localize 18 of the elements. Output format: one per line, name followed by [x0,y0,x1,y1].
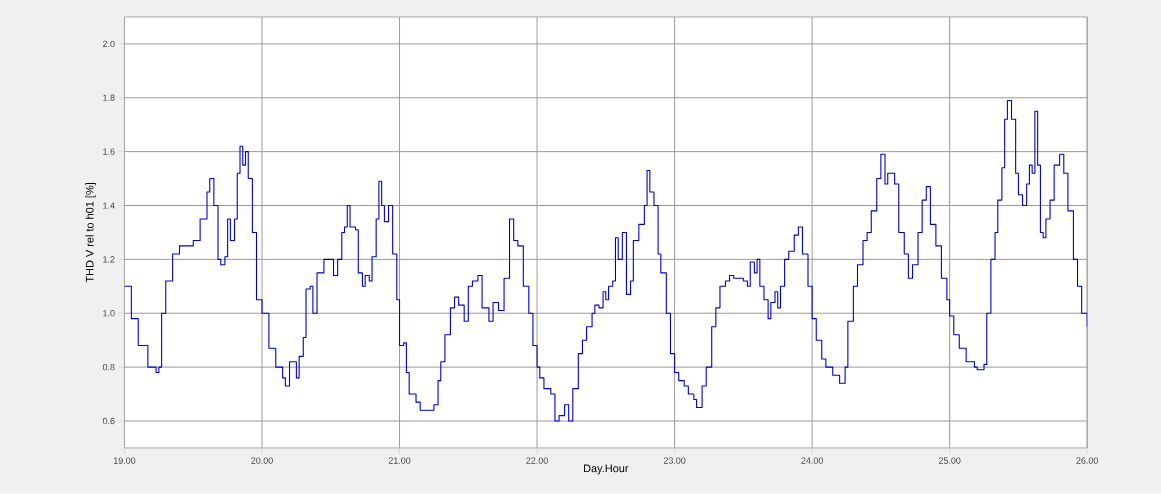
x-axis-title: Day.Hour [584,464,629,475]
y-tick-label: 0.6 [102,417,115,425]
y-tick-label: 2.0 [103,40,115,48]
x-tick-label: 21.00 [388,457,411,464]
x-tick-label: 23.00 [663,457,686,464]
x-tick-label: 19.00 [113,457,136,464]
y-axis-title: THD V rel to h01 [%] [85,183,96,283]
x-tick-label: 24.00 [801,457,823,464]
x-tick-label: 20.00 [251,457,273,464]
y-tick-label: 0.8 [102,364,115,371]
y-tick-label: 1.8 [103,94,115,102]
y-tick-label: 1.2 [103,256,115,263]
y-tick-label: 1.0 [103,310,115,317]
x-tick-label: 22.00 [526,457,548,464]
x-tick-label: 26.00 [1076,457,1099,464]
y-tick-label: 1.6 [103,148,115,155]
y-tick-label: 1.4 [103,202,115,209]
x-tick-label: 25.00 [938,457,961,464]
